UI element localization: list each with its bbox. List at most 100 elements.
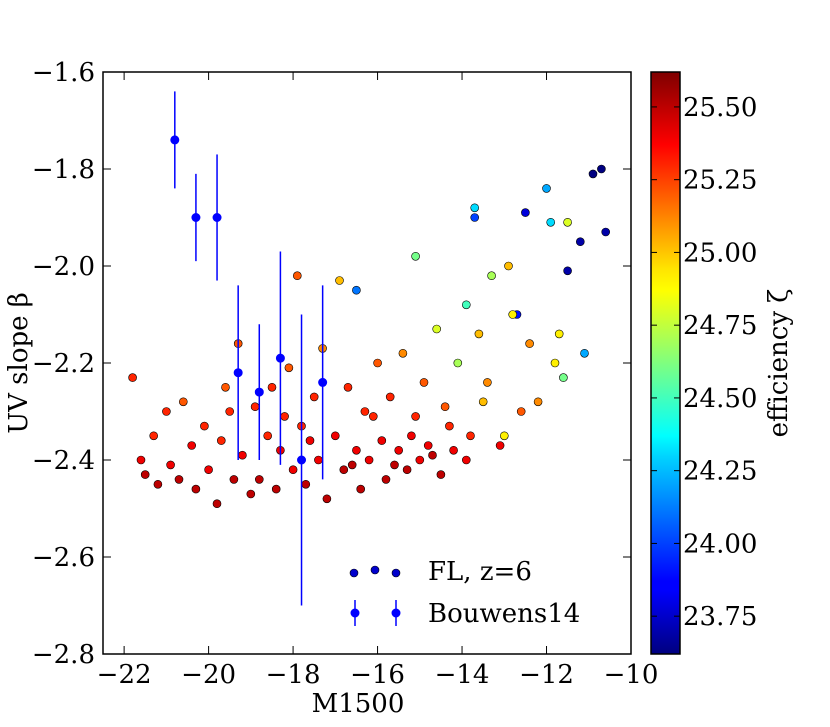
x-axis: −22 −20 −18 −16 −14 −12 −10: [97, 72, 659, 690]
data-point: [364, 455, 374, 465]
legend: FL, z=6 Bouwens14: [349, 557, 580, 629]
data-point: [339, 465, 349, 475]
data-point: [474, 329, 484, 339]
data-point: [394, 445, 404, 455]
y-axis-label: UV slope β: [4, 292, 34, 434]
data-point: [436, 470, 446, 479]
data-point: [432, 324, 442, 334]
data-point: [521, 208, 530, 217]
x-tick-label: −18: [266, 660, 321, 690]
error-bar-point: [318, 377, 328, 387]
x-axis-label: M1500: [312, 689, 405, 719]
data-point: [288, 465, 298, 475]
error-bar-point: [212, 213, 222, 222]
data-point: [546, 218, 556, 227]
data-point: [588, 169, 598, 179]
colorbar-gradient: [650, 71, 681, 655]
data-point: [250, 402, 260, 412]
error-bar-point: [254, 387, 264, 397]
data-point: [554, 329, 564, 339]
data-point: [166, 460, 175, 470]
data-point: [423, 441, 433, 450]
data-point: [153, 479, 163, 489]
data-point: [187, 441, 196, 450]
data-point: [368, 412, 378, 421]
colorbar-label: efficiency ζ: [764, 289, 794, 438]
y-tick-label: −2.0: [32, 252, 95, 282]
data-point: [597, 164, 606, 174]
data-point: [335, 276, 344, 285]
data-point: [580, 348, 589, 358]
error-bar-point: [191, 213, 201, 222]
error-bar-point: [233, 368, 243, 378]
data-point: [360, 407, 370, 416]
data-point: [191, 484, 201, 494]
data-point: [466, 431, 475, 441]
y-tick-label: −1.8: [32, 155, 95, 185]
colorbar-tick-label: 24.50: [683, 384, 757, 414]
x-tick-label: −22: [97, 660, 152, 690]
data-point: [499, 431, 509, 441]
data-point: [271, 484, 281, 494]
data-point: [411, 412, 420, 421]
data-point: [136, 455, 146, 465]
data-point: [280, 412, 289, 421]
data-point: [385, 392, 395, 402]
legend-marker-bouwens: [391, 608, 401, 618]
colorbar-tick-label: 24.25: [683, 457, 757, 487]
legend-marker-fl: [370, 565, 380, 575]
y-tick-label: −2.8: [32, 640, 95, 670]
data-point: [478, 397, 488, 407]
colorbar-tick-label: 25.50: [683, 93, 757, 123]
data-point: [149, 431, 158, 441]
data-point: [419, 378, 429, 387]
data-point: [356, 484, 366, 494]
data-point: [407, 431, 416, 441]
data-point: [284, 363, 294, 373]
data-point: [292, 271, 302, 281]
data-point: [563, 218, 572, 227]
legend-marker-fl: [349, 568, 359, 578]
legend-marker-bouwens: [350, 608, 360, 618]
errorbar-layer: [170, 91, 328, 606]
data-point: [305, 436, 315, 445]
data-point: [516, 407, 526, 416]
x-tick-label: −20: [181, 660, 236, 690]
colorbar-ticks: 23.75 24.00 24.25 24.50 24.75 25.00 25.25 25.50: [651, 93, 757, 632]
data-point: [179, 397, 188, 407]
data-point: [575, 237, 585, 246]
data-point: [301, 479, 311, 489]
data-point: [398, 348, 408, 358]
data-point: [140, 470, 150, 479]
data-point: [453, 358, 463, 368]
data-point: [440, 402, 450, 412]
y-tick-label: −1.6: [32, 58, 95, 88]
x-tick-label: −16: [350, 660, 405, 690]
data-point: [254, 475, 264, 484]
data-point: [461, 455, 471, 465]
plot-area: [102, 71, 632, 655]
data-point: [229, 475, 239, 484]
data-point: [533, 397, 543, 407]
data-point: [390, 460, 399, 470]
data-point: [601, 227, 611, 237]
error-bar-point: [170, 135, 180, 145]
legend-label-bouwens: Bouwens14: [428, 599, 580, 629]
legend-marker-fl: [391, 568, 401, 578]
data-point: [449, 445, 458, 455]
data-point: [314, 455, 323, 465]
data-point: [559, 373, 568, 382]
data-point: [428, 450, 437, 460]
data-point: [128, 373, 137, 382]
x-tick-label: −10: [604, 660, 659, 690]
data-point: [550, 358, 560, 368]
data-point: [470, 213, 480, 222]
data-point: [309, 392, 319, 402]
data-point: [217, 436, 226, 445]
data-point: [402, 465, 412, 475]
data-point: [221, 382, 230, 392]
data-point: [267, 382, 277, 392]
data-point: [563, 266, 572, 276]
data-point: [352, 285, 361, 295]
